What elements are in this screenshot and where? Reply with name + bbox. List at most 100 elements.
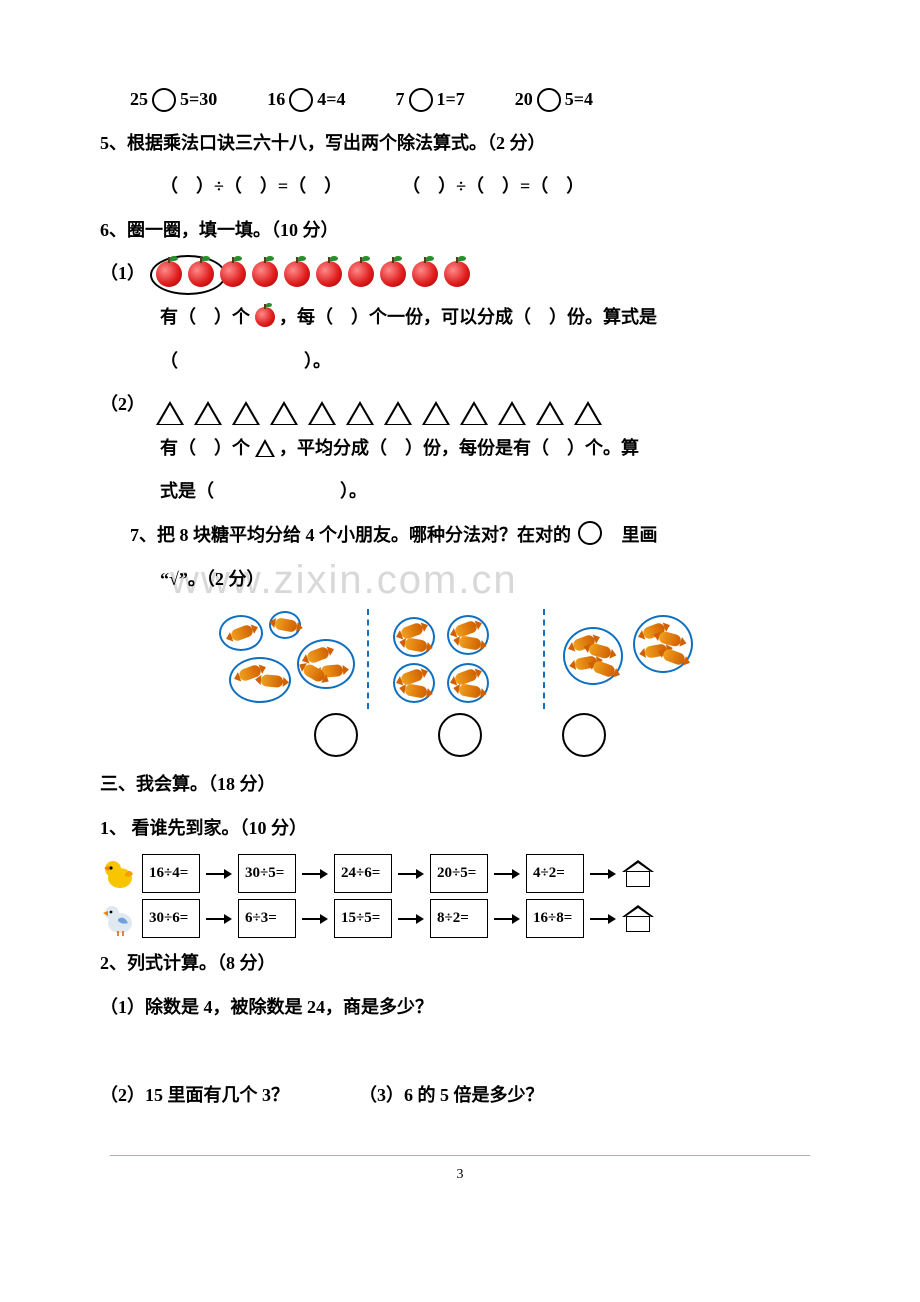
op-circle-icon bbox=[409, 88, 433, 112]
q5-form-1: （ ）÷（ ）=（ ） bbox=[160, 167, 342, 207]
arrow-icon bbox=[398, 869, 424, 879]
equation-box: 30÷5= bbox=[238, 854, 296, 893]
triangle-icon bbox=[156, 401, 184, 425]
triangle-icon bbox=[460, 401, 488, 425]
chick-icon bbox=[100, 856, 136, 892]
arrow-icon bbox=[494, 914, 520, 924]
apple-icon bbox=[255, 307, 275, 327]
arrow-icon bbox=[590, 914, 616, 924]
arrow-icon bbox=[206, 914, 232, 924]
op-circle-icon bbox=[152, 88, 176, 112]
q6-p2-label: （2） bbox=[100, 385, 156, 425]
q4-eq-4: 20 5=4 bbox=[515, 80, 593, 120]
apple-row bbox=[156, 261, 470, 287]
triangle-icon bbox=[232, 401, 260, 425]
equation-box: 4÷2= bbox=[526, 854, 584, 893]
candy-group-2 bbox=[375, 609, 545, 709]
answer-circle-1[interactable] bbox=[314, 713, 358, 757]
arrow-icon bbox=[590, 869, 616, 879]
q6-p2-text-a: 有（ ）个 bbox=[160, 438, 250, 458]
duck-icon bbox=[100, 901, 136, 937]
q4-eq3-lhs: 7 bbox=[396, 80, 405, 120]
candy-group-3 bbox=[551, 609, 721, 709]
q7-title-b: 里画 bbox=[622, 525, 658, 545]
op-circle-icon bbox=[289, 88, 313, 112]
sec3-p2-title: 2、列式计算。（8 分） bbox=[100, 944, 820, 984]
sec3-c1: （1）除数是 4，被除数是 24，商是多少？ bbox=[100, 988, 820, 1028]
chain-row-1: 16÷4= 30÷5= 24÷6= 20÷5= 4÷2= bbox=[100, 854, 820, 893]
q4-eq2-rhs: 4=4 bbox=[317, 80, 345, 120]
triangle-icon bbox=[270, 401, 298, 425]
arrow-icon bbox=[302, 869, 328, 879]
triangle-icon bbox=[384, 401, 412, 425]
q5-form-2: （ ）÷（ ）=（ ） bbox=[402, 167, 584, 207]
equation-box: 6÷3= bbox=[238, 899, 296, 938]
apple-icon bbox=[252, 261, 278, 287]
sec3-c2: （2）15 里面有几个 3？ bbox=[100, 1076, 289, 1116]
sec3-p1-title: 1、 看谁先到家。（10 分） bbox=[100, 809, 820, 849]
house-icon bbox=[622, 860, 654, 888]
arrow-icon bbox=[494, 869, 520, 879]
equation-box: 30÷6= bbox=[142, 899, 200, 938]
q6-p2-text-c: 式是（ ）。 bbox=[160, 472, 820, 512]
q6-p1-label: （1） bbox=[100, 254, 156, 294]
equation-box: 24÷6= bbox=[334, 854, 392, 893]
answer-circles bbox=[100, 713, 820, 757]
q4-eq4-rhs: 5=4 bbox=[565, 80, 593, 120]
arrow-icon bbox=[302, 914, 328, 924]
triangle-icon bbox=[422, 401, 450, 425]
chain-row-2: 30÷6= 6÷3= 15÷5= 8÷2= 16÷8= bbox=[100, 899, 820, 938]
triangle-icon bbox=[308, 401, 336, 425]
q6-title: 6、圈一圈，填一填。（10 分） bbox=[100, 211, 820, 251]
footer-divider bbox=[110, 1155, 810, 1156]
q4-eq4-lhs: 20 bbox=[515, 80, 533, 120]
answer-circle-icon bbox=[578, 521, 602, 545]
equation-box: 8÷2= bbox=[430, 899, 488, 938]
triangle-icon bbox=[255, 439, 275, 457]
arrow-icon bbox=[398, 914, 424, 924]
triangle-icon bbox=[346, 401, 374, 425]
equation-box: 16÷4= bbox=[142, 854, 200, 893]
apple-icon bbox=[284, 261, 310, 287]
q7-title-a: 7、把 8 块糖平均分给 4 个小朋友。哪种分法对？在对的 bbox=[130, 525, 571, 545]
triangle-row bbox=[156, 401, 602, 425]
q4-eq1-rhs: 5=30 bbox=[180, 80, 217, 120]
triangle-icon bbox=[498, 401, 526, 425]
q6-p1-text-b: ，每（ ）个一份，可以分成（ ）份。算式是 bbox=[279, 307, 657, 327]
q4-eq1-lhs: 25 bbox=[130, 80, 148, 120]
apple-icon bbox=[316, 261, 342, 287]
candy-groups bbox=[100, 609, 820, 709]
q6-p1-text-a: 有（ ）个 bbox=[160, 307, 250, 327]
answer-circle-2[interactable] bbox=[438, 713, 482, 757]
q6-p1-text-c: （ ）。 bbox=[160, 342, 820, 382]
apple-icon bbox=[380, 261, 406, 287]
apple-icon bbox=[444, 261, 470, 287]
candy-group-1 bbox=[199, 609, 369, 709]
apple-icon bbox=[220, 261, 246, 287]
page-number: 3 bbox=[100, 1160, 820, 1191]
sec3-c3: （3）6 的 5 倍是多少？ bbox=[359, 1076, 544, 1116]
equation-box: 15÷5= bbox=[334, 899, 392, 938]
equation-box: 20÷5= bbox=[430, 854, 488, 893]
q4-equations: 25 5=30 16 4=4 7 1=7 20 5=4 bbox=[130, 80, 820, 120]
q4-eq-3: 7 1=7 bbox=[396, 80, 465, 120]
q4-eq-2: 16 4=4 bbox=[267, 80, 345, 120]
sec3-title: 三、我会算。（18 分） bbox=[100, 765, 820, 805]
equation-box: 16÷8= bbox=[526, 899, 584, 938]
q6-p2-text-b: ，平均分成（ ）份，每份是有（ ）个。算 bbox=[279, 438, 639, 458]
apple-icon bbox=[348, 261, 374, 287]
apple-icon bbox=[188, 261, 214, 287]
house-icon bbox=[622, 905, 654, 933]
q7-title-c: “√”。（2 分） bbox=[160, 560, 820, 600]
answer-circle-3[interactable] bbox=[562, 713, 606, 757]
q4-eq2-lhs: 16 bbox=[267, 80, 285, 120]
apple-icon bbox=[156, 261, 182, 287]
arrow-icon bbox=[206, 869, 232, 879]
q4-eq3-rhs: 1=7 bbox=[437, 80, 465, 120]
q4-eq-1: 25 5=30 bbox=[130, 80, 217, 120]
triangle-icon bbox=[194, 401, 222, 425]
apple-icon bbox=[412, 261, 438, 287]
triangle-icon bbox=[574, 401, 602, 425]
q5-title: 5、根据乘法口诀三六十八，写出两个除法算式。（2 分） bbox=[100, 124, 820, 164]
triangle-icon bbox=[536, 401, 564, 425]
